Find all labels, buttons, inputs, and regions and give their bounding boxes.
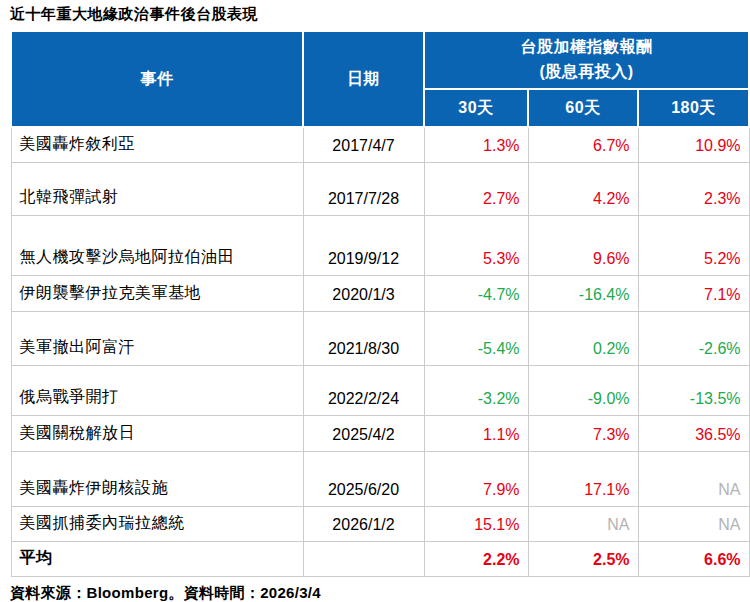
return-cell-60d: -9.0% xyxy=(528,365,638,415)
table-row: 美國抓捕委內瑞拉總統2026/1/215.1%NANA xyxy=(11,506,749,541)
return-cell-60d: 17.1% xyxy=(528,451,638,506)
column-header-date: 日期 xyxy=(303,31,424,127)
return-cell-60d: NA xyxy=(528,506,638,541)
page: 近十年重大地緣政治事件後台股表現 事件 日期 台股加權指數報酬 (股息再投入) … xyxy=(0,0,750,602)
page-title: 近十年重大地緣政治事件後台股表現 xyxy=(10,5,750,24)
return-cell-30d: -4.7% xyxy=(424,275,528,311)
average-row: 平均 2.2%2.5%6.6% xyxy=(11,541,749,576)
table-row: 美軍撤出阿富汗2021/8/30-5.4%0.2%-2.6% xyxy=(11,311,749,365)
date-cell xyxy=(303,541,424,576)
return-cell-180d: 6.6% xyxy=(638,541,749,576)
return-cell-60d: 6.7% xyxy=(528,127,638,162)
date-cell: 2017/4/7 xyxy=(303,127,424,162)
table-body: 美國轟炸敘利亞2017/4/71.3%6.7%10.9%北韓飛彈試射2017/7… xyxy=(11,127,749,576)
source-note: 資料來源：Bloomberg。資料時間：2026/3/4 xyxy=(10,584,750,602)
events-table: 事件 日期 台股加權指數報酬 (股息再投入) 30天 60天 180天 美國轟炸… xyxy=(10,30,750,577)
table-row: 美國轟炸伊朗核設施2025/6/207.9%17.1%NA xyxy=(11,451,749,506)
date-cell: 2021/8/30 xyxy=(303,311,424,365)
return-cell-30d: 2.2% xyxy=(424,541,528,576)
return-cell-180d: 36.5% xyxy=(638,415,749,451)
event-cell: 美國轟炸敘利亞 xyxy=(11,127,303,162)
column-header-event: 事件 xyxy=(11,31,303,127)
return-cell-30d: 2.7% xyxy=(424,162,528,215)
return-cell-60d: 9.6% xyxy=(528,215,638,275)
column-header-180d: 180天 xyxy=(638,89,749,127)
return-cell-60d: 2.5% xyxy=(528,541,638,576)
column-header-return-group: 台股加權指數報酬 (股息再投入) xyxy=(424,31,749,89)
return-cell-180d: 7.1% xyxy=(638,275,749,311)
return-cell-30d: -5.4% xyxy=(424,311,528,365)
return-cell-180d: 2.3% xyxy=(638,162,749,215)
return-cell-60d: 0.2% xyxy=(528,311,638,365)
event-cell: 伊朗襲擊伊拉克美軍基地 xyxy=(11,275,303,311)
date-cell: 2022/2/24 xyxy=(303,365,424,415)
table-row: 俄烏戰爭開打2022/2/24-3.2%-9.0%-13.5% xyxy=(11,365,749,415)
return-cell-180d: -13.5% xyxy=(638,365,749,415)
event-cell: 美國轟炸伊朗核設施 xyxy=(11,451,303,506)
return-cell-60d: 7.3% xyxy=(528,415,638,451)
return-cell-30d: 1.1% xyxy=(424,415,528,451)
return-cell-30d: -3.2% xyxy=(424,365,528,415)
column-header-30d: 30天 xyxy=(424,89,528,127)
return-cell-30d: 1.3% xyxy=(424,127,528,162)
column-header-60d: 60天 xyxy=(528,89,638,127)
event-cell: 北韓飛彈試射 xyxy=(11,162,303,215)
table-row: 美國關稅解放日2025/4/21.1%7.3%36.5% xyxy=(11,415,749,451)
date-cell: 2025/4/2 xyxy=(303,415,424,451)
event-cell: 美國抓捕委內瑞拉總統 xyxy=(11,506,303,541)
return-cell-180d: NA xyxy=(638,506,749,541)
return-cell-60d: 4.2% xyxy=(528,162,638,215)
event-cell: 俄烏戰爭開打 xyxy=(11,365,303,415)
event-cell: 美國關稅解放日 xyxy=(11,415,303,451)
date-cell: 2025/6/20 xyxy=(303,451,424,506)
table-row: 北韓飛彈試射2017/7/282.7%4.2%2.3% xyxy=(11,162,749,215)
return-cell-30d: 15.1% xyxy=(424,506,528,541)
date-cell: 2026/1/2 xyxy=(303,506,424,541)
return-cell-30d: 5.3% xyxy=(424,215,528,275)
return-cell-60d: -16.4% xyxy=(528,275,638,311)
return-cell-180d: 10.9% xyxy=(638,127,749,162)
date-cell: 2019/9/12 xyxy=(303,215,424,275)
return-cell-180d: NA xyxy=(638,451,749,506)
date-cell: 2020/1/3 xyxy=(303,275,424,311)
date-cell: 2017/7/28 xyxy=(303,162,424,215)
return-cell-180d: 5.2% xyxy=(638,215,749,275)
table-header: 事件 日期 台股加權指數報酬 (股息再投入) 30天 60天 180天 xyxy=(11,31,749,127)
event-cell: 美軍撤出阿富汗 xyxy=(11,311,303,365)
table-row: 美國轟炸敘利亞2017/4/71.3%6.7%10.9% xyxy=(11,127,749,162)
table-row: 伊朗襲擊伊拉克美軍基地2020/1/3-4.7%-16.4%7.1% xyxy=(11,275,749,311)
event-cell: 平均 xyxy=(11,541,303,576)
table-row: 無人機攻擊沙烏地阿拉伯油田2019/9/125.3%9.6%5.2% xyxy=(11,215,749,275)
return-cell-30d: 7.9% xyxy=(424,451,528,506)
event-cell: 無人機攻擊沙烏地阿拉伯油田 xyxy=(11,215,303,275)
return-cell-180d: -2.6% xyxy=(638,311,749,365)
